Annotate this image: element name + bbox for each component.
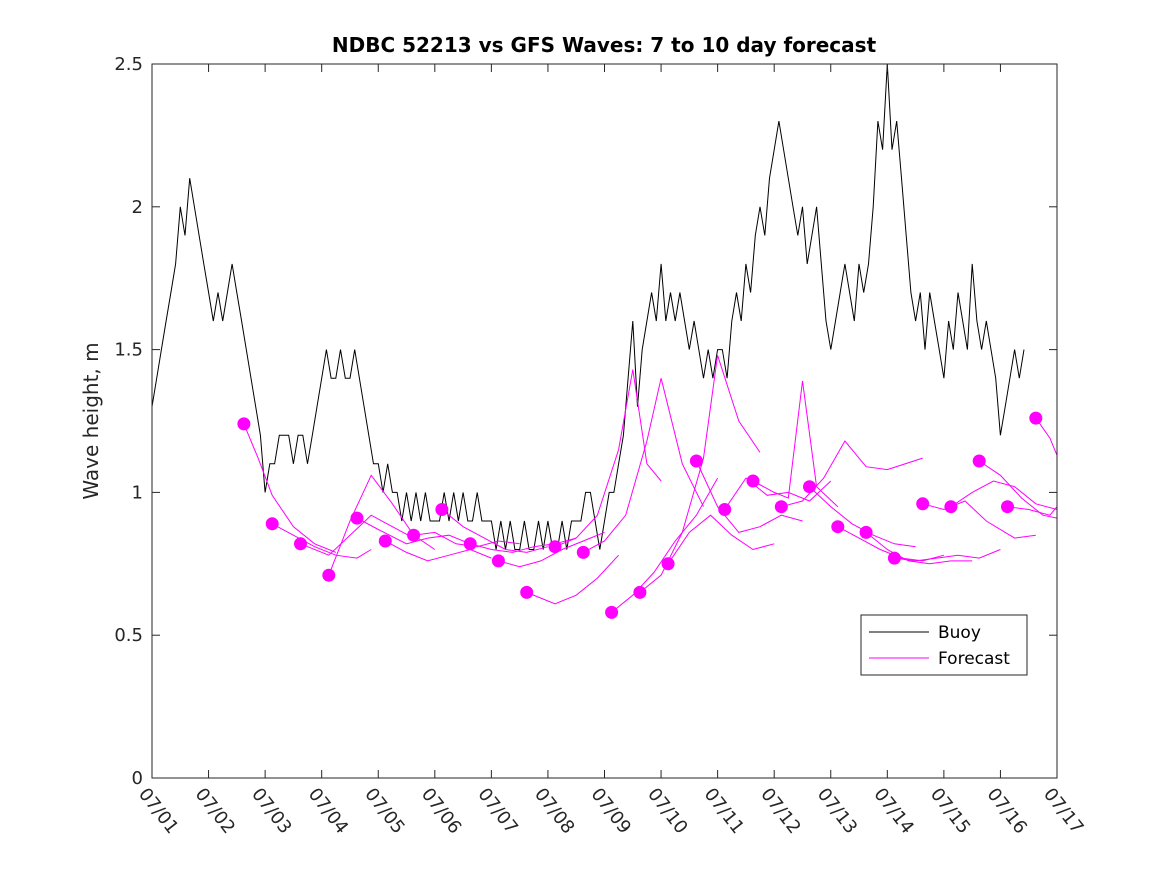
forecast-start-marker [605, 605, 619, 619]
forecast-start-marker [803, 480, 816, 494]
forecast-run-line [611, 477, 719, 613]
forecast-start-marker [661, 557, 675, 571]
forecast-run-line [865, 532, 973, 565]
forecast-run-line [639, 355, 761, 593]
forecast-start-marker [774, 500, 788, 514]
forecast-run-line [922, 500, 1036, 539]
legend-forecast-label: Forecast [938, 649, 1010, 669]
forecast-run-line [356, 517, 471, 545]
forecast-start-marker [1029, 411, 1043, 425]
forecast-run-line [385, 540, 492, 562]
y-tick-label: 0 [132, 768, 143, 789]
forecast-start-marker [435, 503, 449, 516]
buoy-line [151, 63, 1025, 550]
chart-title: NDBC 52213 vs GFS Waves: 7 to 10 day for… [332, 33, 877, 57]
forecast-run-line [978, 460, 1058, 519]
y-axis-ticks: 0 0.5 1 1.5 2 2.5 [114, 54, 1057, 789]
forecast-start-marker [548, 540, 562, 554]
forecast-run-line [441, 509, 549, 553]
forecast-run-line [950, 480, 1058, 510]
forecast-run-line [894, 549, 1001, 562]
forecast-run-line [781, 440, 923, 508]
y-tick-label: 1.5 [114, 340, 143, 361]
forecast-start-marker [520, 585, 534, 599]
forecast-run-line [526, 554, 619, 605]
y-tick-label: 2 [132, 197, 143, 218]
forecast-start-marker [944, 500, 958, 514]
forecast-start-marker [718, 503, 732, 516]
y-tick-label: 0.5 [114, 625, 143, 646]
forecast-start-marker [407, 528, 421, 542]
forecast-start-marker [972, 454, 986, 468]
forecast-start-marker [916, 497, 930, 511]
forecast-run-line [1007, 506, 1058, 516]
forecast-run-line [667, 514, 775, 565]
forecast-run-line [554, 369, 662, 548]
y-tick-label: 1 [132, 482, 143, 503]
forecast-start-marker [689, 454, 703, 468]
forecast-start-marker [887, 551, 901, 565]
y-axis-label: Wave height, m [79, 342, 103, 499]
y-tick-label: 2.5 [114, 54, 143, 75]
forecast-start-marker [831, 520, 845, 534]
forecast-run-line [752, 380, 839, 508]
forecast-run-line [243, 423, 336, 553]
plot-markers [237, 411, 1043, 619]
forecast-run-line [695, 460, 803, 533]
forecast-start-marker [576, 545, 590, 559]
forecast-start-marker [350, 511, 364, 525]
forecast-run-line [498, 531, 605, 568]
plot-lines [151, 63, 1058, 613]
forecast-start-marker [633, 585, 647, 599]
legend: Buoy Forecast [860, 614, 1028, 676]
legend-box [860, 614, 1028, 676]
forecast-run-line [300, 514, 414, 556]
forecast-start-marker [265, 517, 279, 531]
forecast-start-marker [746, 474, 760, 488]
legend-buoy-label: Buoy [938, 623, 981, 643]
forecast-start-marker [859, 525, 873, 539]
forecast-start-marker [294, 537, 307, 551]
forecast-start-marker [378, 534, 392, 548]
forecast-start-marker [1001, 500, 1014, 514]
forecast-run-line [1035, 417, 1058, 456]
forecast-run-line [271, 523, 372, 559]
forecast-start-marker [463, 537, 477, 551]
forecast-run-line [583, 378, 704, 553]
forecast-start-marker [237, 417, 251, 431]
forecast-start-marker [322, 568, 336, 582]
forecast-start-marker [491, 554, 505, 568]
